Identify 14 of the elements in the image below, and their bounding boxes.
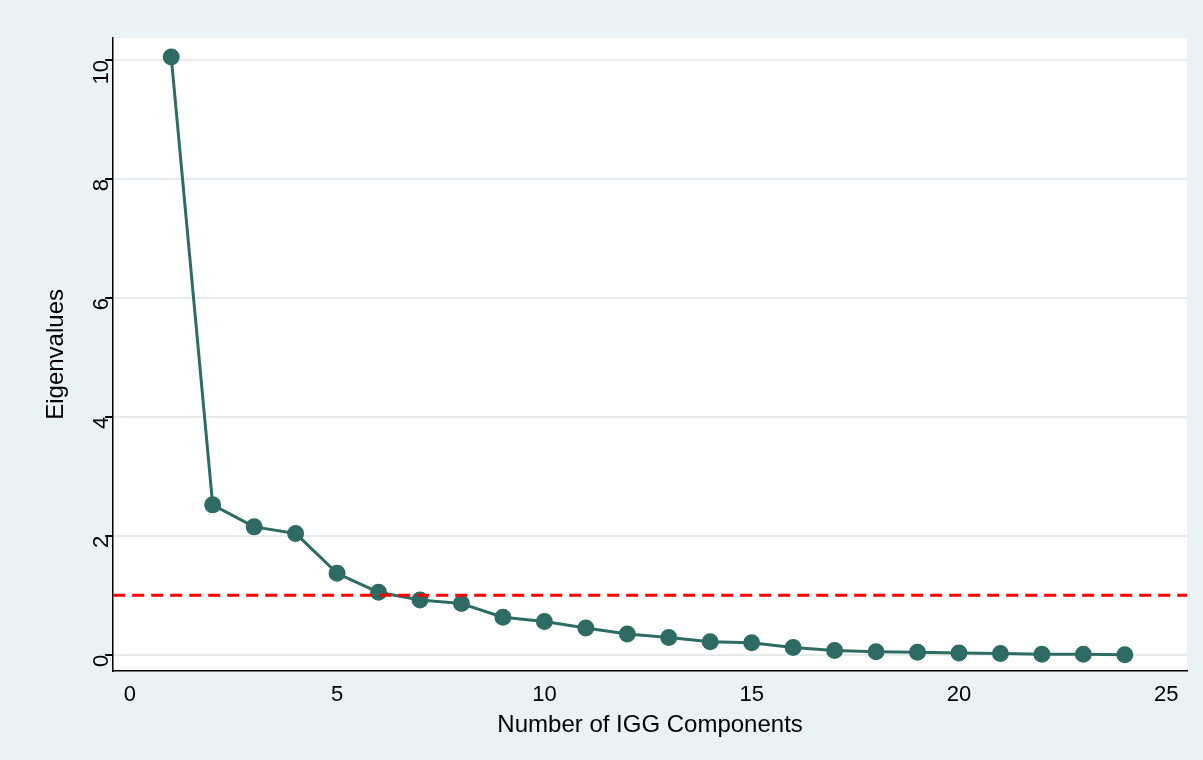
x-tick-label: 10	[532, 681, 557, 707]
y-tick-label: 10	[88, 60, 114, 85]
y-axis-title: Eigenvalues	[41, 289, 69, 420]
y-tick-label: 6	[88, 297, 114, 311]
x-axis-title: Number of IGG Components	[497, 710, 803, 738]
y-tick-label: 8	[88, 178, 114, 192]
x-tick-label: 0	[123, 681, 136, 707]
y-tick-label: 2	[88, 535, 114, 549]
x-tick-label: 5	[330, 681, 344, 707]
x-tick-label: 15	[739, 681, 764, 707]
y-tick-label: 0	[88, 654, 114, 667]
y-tick-label: 4	[88, 416, 114, 430]
x-tick-label: 25	[1154, 681, 1179, 707]
x-tick-label: 20	[946, 681, 972, 707]
